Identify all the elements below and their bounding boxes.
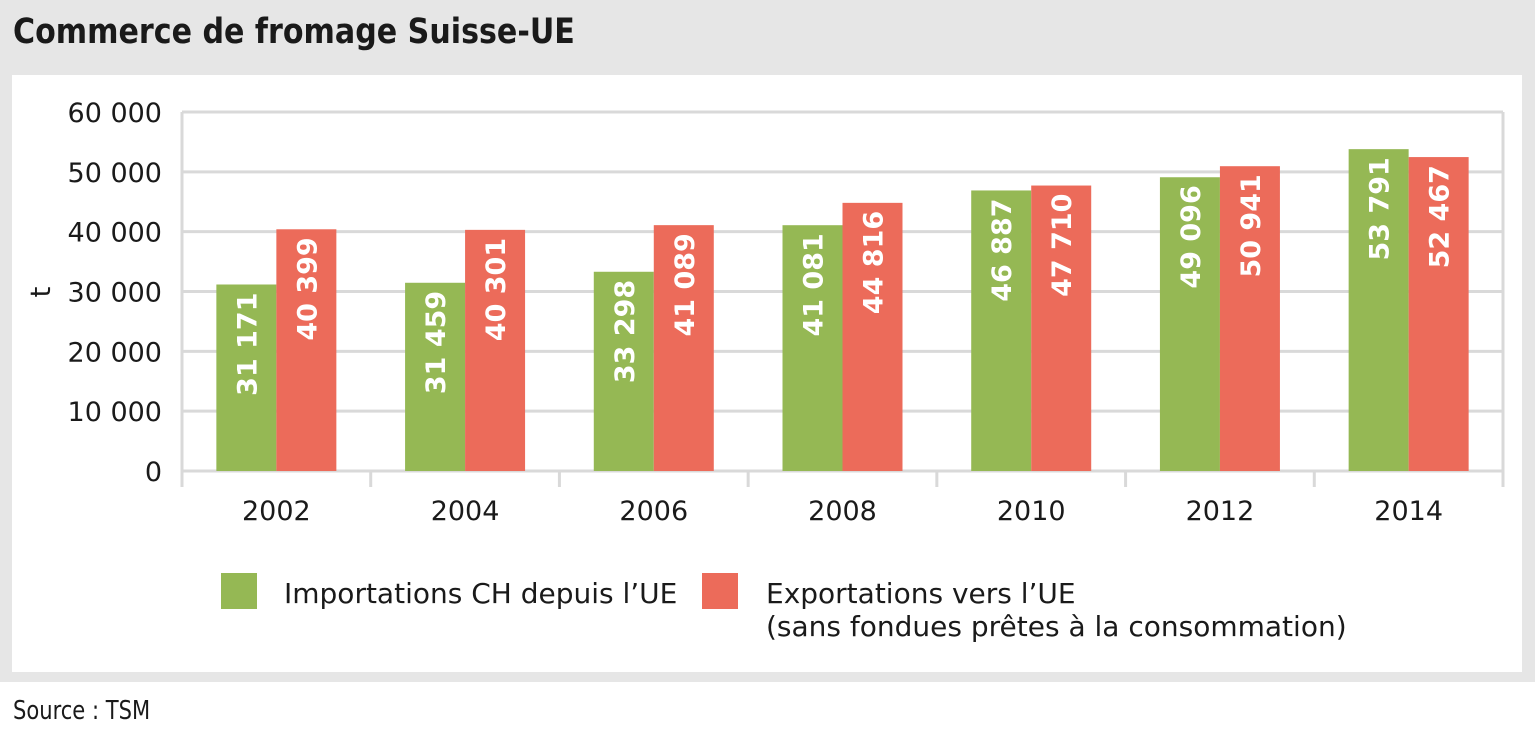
bar-exports (842, 202, 903, 471)
data-label: 41 089 (670, 233, 701, 336)
y-tick-label: 0 (145, 457, 162, 488)
x-tick-label: 2008 (808, 496, 877, 527)
bar-imports (782, 225, 843, 471)
legend-label-exports-note: (sans fondues prêtes à la consommation) (766, 610, 1347, 643)
bars (216, 149, 1469, 472)
legend-swatch-exports (702, 573, 738, 609)
y-tick-label: 50 000 (68, 158, 162, 189)
bar-imports (971, 190, 1032, 471)
x-tick-label: 2012 (1186, 496, 1255, 527)
bar-exports (1219, 166, 1280, 472)
data-label: 41 081 (799, 233, 830, 336)
chart-title: Commerce de fromage Suisse-UE (13, 12, 575, 52)
y-tick-label: 10 000 (68, 397, 162, 428)
legend-label-imports: Importations CH depuis l’UE (284, 577, 677, 610)
data-label: 52 467 (1425, 165, 1456, 268)
data-label: 50 941 (1236, 174, 1267, 277)
bar-exports (465, 229, 526, 471)
data-label: 47 710 (1047, 194, 1078, 297)
data-labels: 31 171 40 399 31 459 40 301 33 298 41 089 41 0… (232, 157, 1455, 396)
data-label: 31 459 (421, 291, 452, 394)
y-tick-label: 20 000 (68, 337, 162, 368)
y-tick-label: 30 000 (68, 278, 162, 309)
y-tick-label: 40 000 (68, 218, 162, 249)
x-axis-ticks: 2002 2004 2006 2008 2010 2012 2014 (242, 496, 1443, 527)
x-tick-label: 2014 (1374, 496, 1443, 527)
x-tick-label: 2010 (997, 496, 1066, 527)
y-axis-ticks: 0 10 000 20 000 30 000 40 000 50 000 60 000 (68, 98, 162, 488)
x-tick-label: 2002 (242, 496, 311, 527)
legend-swatch-imports (221, 573, 257, 609)
x-tick-label: 2006 (619, 496, 688, 527)
y-axis-title: t (24, 286, 57, 297)
bar-exports (1031, 185, 1092, 472)
bar-imports (1159, 177, 1220, 472)
bar-exports (1408, 157, 1469, 471)
bar-exports (653, 225, 714, 471)
bar-imports (405, 282, 466, 471)
legend: Importations CH depuis l’UE Exportations … (221, 573, 1347, 643)
data-label: 31 171 (232, 292, 263, 395)
data-label: 46 887 (987, 198, 1018, 301)
data-label: 44 816 (859, 211, 890, 314)
bar-imports (1348, 149, 1409, 471)
data-label: 33 298 (610, 280, 641, 383)
y-tick-label: 60 000 (68, 98, 162, 129)
data-label: 40 399 (292, 237, 323, 340)
source-note: Source : TSM (13, 696, 151, 726)
bar-exports (276, 229, 337, 471)
legend-label-exports: Exportations vers l’UE (766, 577, 1076, 610)
data-label: 49 096 (1176, 185, 1207, 288)
data-label: 53 791 (1365, 157, 1396, 260)
bar-imports (216, 284, 277, 471)
bar-imports (593, 271, 654, 471)
y-axis-label: t (24, 286, 57, 297)
x-tick-label: 2004 (431, 496, 500, 527)
data-label: 40 301 (481, 238, 512, 341)
